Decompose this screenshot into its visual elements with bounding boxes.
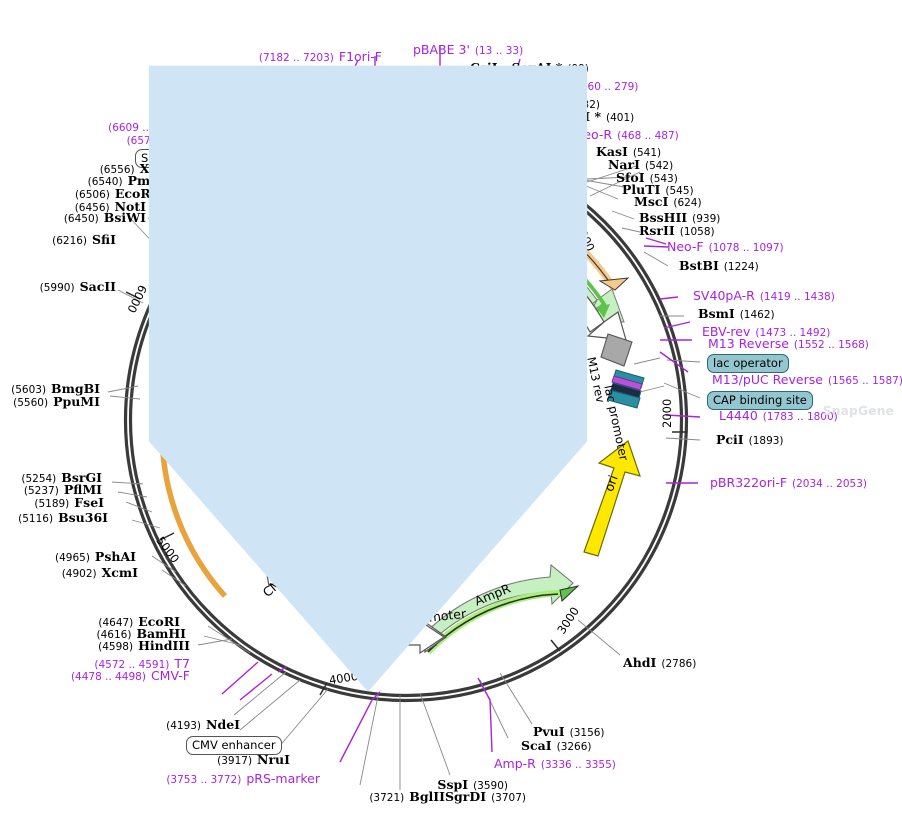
lac-operator-chip: lac operator [707,354,789,373]
label-nari: NarI (542) [608,157,674,172]
label-m13-reverse: M13 Reverse (1552 .. 1568) [708,336,869,351]
label-cmv-f: (4478 .. 4498) CMV-F [70,668,190,683]
label-sfoi: SfoI (543) [616,170,678,185]
label-bsu36i: (5116) Bsu36I [18,510,108,525]
label-prs-marker: (3753 .. 3772) pRS-marker [166,771,320,786]
label-l4440: L4440 (1783 .. 1800) [719,408,838,423]
label-t7: (4572 .. 4591) T7 [94,656,190,671]
label-bglii: (3721) BglII [369,789,445,804]
primer-leaders-right [643,237,701,484]
label-ndei: (4193) NdeI [166,717,240,732]
label-noti: (6456) NotI [74,199,146,214]
label-sgrdi: SgrDI (3707) [445,789,526,804]
label-m13-puc-reverse: M13/pUC Reverse (1565 .. 1587) [712,372,902,387]
label-bsiwi: (6450) BsiWI [63,210,146,225]
label-bmgbi: (5603) BmgBI [11,381,100,396]
label-ebv-rev: EBV-rev (1473 .. 1492) [702,324,831,339]
label-scai: ScaI (3266) [521,738,592,753]
boxed-label-cap-binding-site: CAP binding site [707,391,813,410]
label-nrui: (3917) NruI [217,752,290,767]
primer-leaders-bottom [277,666,493,763]
label-sv40pa-r: SV40pA-R (1419 .. 1438) [693,288,835,303]
label-rsrii: RsrII (1058) [639,223,715,238]
label-pshai: (4965) PshAI [55,549,136,564]
label-kasi: KasI (541) [596,144,662,159]
snapgene-logo-icon [0,3,819,817]
label-ahdi: AhdI (2786) [623,655,697,670]
label-amp-r: Amp-R (3336 .. 3355) [494,756,616,771]
label-neo-f: Neo-F (1078 .. 1097) [667,239,784,254]
label-bsmi: BsmI (1462) [698,306,775,321]
primer-leaders-left [221,661,273,701]
label-fsei: (5189) FseI [34,495,104,510]
label-pflmi: (5237) PflMI [23,482,102,497]
label-pluti: PluTI (545) [622,182,694,197]
label-f1ori-f: (7182 .. 7203) F1ori-F [258,49,382,64]
label-pvui: PvuI (3156) [533,724,605,739]
label-ppumi: (5560) PpuMI [13,394,100,409]
label-sfii: (6216) SfiI [52,232,116,247]
label-msci: MscI (624) [634,194,702,209]
feature-lac-promoter [607,369,645,409]
snapgene-watermark: Created by SnapGene [0,3,894,817]
label-pcii: PciI (1893) [716,432,784,447]
label-bamhi: (4616) BamHI [96,626,186,641]
label-ecori: (4647) EcoRI [98,614,180,629]
label-sspi: SspI (3590) [437,777,508,792]
boxed-label-lac-operator: lac operator [707,354,789,373]
label-sacii: (5990) SacII [39,279,116,294]
feature-m13-rev [600,333,633,367]
label-bsshii: BssHII (939) [639,210,721,225]
label-pbr322ori-f: pBR322ori-F (2034 .. 2053) [710,475,868,490]
feature-ori [583,440,641,557]
watermark-brand: SnapGene [822,402,894,418]
label-xcmi: (4902) XcmI [61,565,138,580]
label-bsrgi: (5254) BsrGI [21,470,102,485]
boxed-label-cmv-enhancer: CMV enhancer [186,736,282,755]
label-bstbi: BstBI (1224) [679,258,759,273]
label-pbabe-3prime: pBABE 3' (13 .. 33) [413,42,524,57]
cap-binding-site-chip: CAP binding site [707,391,813,410]
label-hindiii: (4598) HindIII [98,638,190,653]
cmv-enhancer-chip: CMV enhancer [186,736,282,755]
